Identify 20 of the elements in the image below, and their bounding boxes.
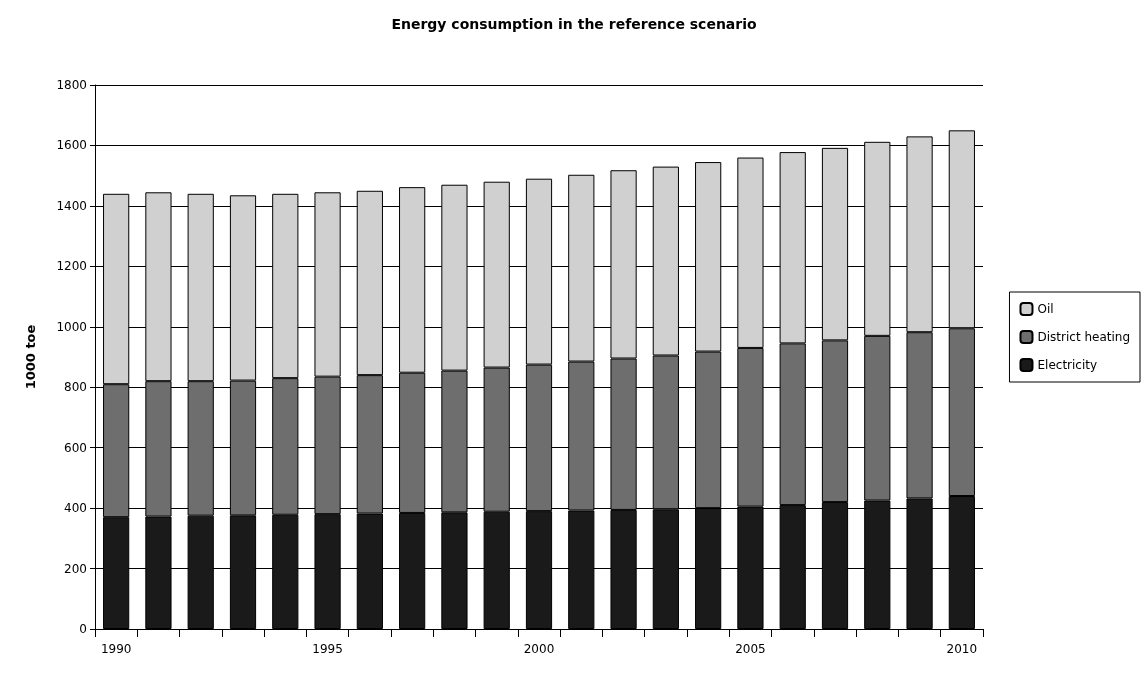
legend-label: Electricity xyxy=(1037,358,1098,372)
y-tick-label: 1600 xyxy=(56,138,87,153)
x-tick-label: 1995 xyxy=(312,642,343,656)
legend-label: District heating xyxy=(1037,330,1131,344)
y-tick-label: 800 xyxy=(64,380,87,395)
y-tick-label: 1200 xyxy=(56,259,87,274)
x-tick-label: 2010 xyxy=(946,642,978,656)
chart-title: Energy consumption in the reference scenario xyxy=(391,16,757,32)
y-tick-label: 1000 xyxy=(56,319,87,334)
legend-label: Oil xyxy=(1037,302,1054,316)
y-tick-label: 600 xyxy=(64,440,87,455)
y-tick-label: 1800 xyxy=(56,78,87,92)
x-tick-label: 2005 xyxy=(735,642,766,656)
y-tick-label: 200 xyxy=(64,561,87,576)
y-tick-label: 0 xyxy=(79,622,87,636)
y-tick-label: 1400 xyxy=(56,198,87,213)
x-tick-label: 2000 xyxy=(523,642,555,656)
x-tick-label: 1990 xyxy=(100,642,132,656)
y-tick-label: 400 xyxy=(64,501,87,516)
y-axis-title: 1000 toe xyxy=(23,324,38,390)
